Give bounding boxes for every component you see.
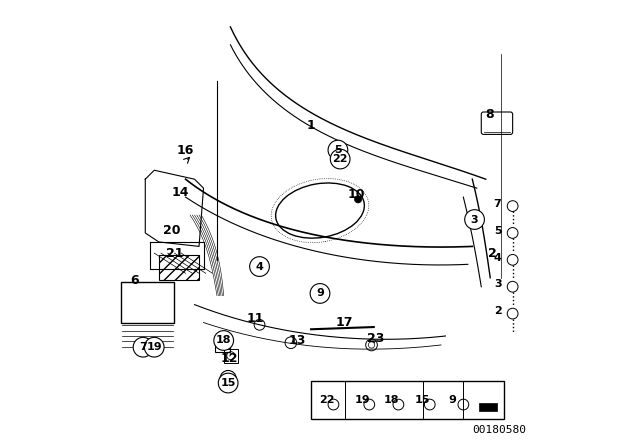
- Text: 22: 22: [319, 395, 334, 405]
- Text: 4: 4: [255, 262, 264, 271]
- Bar: [224, 349, 238, 363]
- Text: 18: 18: [216, 336, 232, 345]
- Text: 4: 4: [493, 253, 502, 263]
- Text: 23: 23: [367, 332, 385, 345]
- Text: 21: 21: [166, 246, 183, 260]
- Text: 13: 13: [289, 334, 307, 347]
- Text: 3: 3: [494, 280, 502, 289]
- Text: 20: 20: [163, 224, 181, 237]
- Text: 9: 9: [449, 395, 456, 405]
- Text: 9: 9: [316, 289, 324, 298]
- Text: 14: 14: [172, 186, 189, 199]
- Text: 8: 8: [485, 108, 493, 121]
- Circle shape: [250, 257, 269, 276]
- Bar: [159, 255, 199, 280]
- Bar: [215, 336, 230, 352]
- Text: 2: 2: [488, 246, 497, 260]
- Text: 7: 7: [493, 199, 502, 209]
- Text: 5: 5: [334, 145, 342, 155]
- Text: 16: 16: [177, 143, 195, 157]
- Bar: [311, 381, 504, 419]
- Text: 19: 19: [147, 342, 162, 352]
- Circle shape: [330, 149, 350, 169]
- Text: 10: 10: [347, 188, 365, 202]
- Text: 6: 6: [130, 273, 138, 287]
- Circle shape: [310, 284, 330, 303]
- Circle shape: [218, 373, 238, 393]
- Circle shape: [465, 210, 484, 229]
- Text: 18: 18: [383, 395, 399, 405]
- Circle shape: [355, 196, 362, 203]
- Text: 17: 17: [336, 316, 353, 329]
- Text: 2: 2: [493, 306, 502, 316]
- Text: 00180580: 00180580: [472, 425, 526, 435]
- Text: 1: 1: [307, 119, 316, 132]
- Circle shape: [133, 337, 153, 357]
- Text: 5: 5: [494, 226, 502, 236]
- Bar: [121, 282, 174, 323]
- Text: 15: 15: [415, 395, 430, 405]
- Bar: [479, 403, 497, 411]
- Circle shape: [145, 337, 164, 357]
- Circle shape: [214, 331, 234, 350]
- Circle shape: [328, 140, 348, 160]
- Text: 3: 3: [471, 215, 478, 224]
- Text: 7: 7: [139, 342, 147, 352]
- Text: 12: 12: [221, 352, 238, 365]
- Text: 15: 15: [220, 378, 236, 388]
- Text: 19: 19: [355, 395, 370, 405]
- Text: 22: 22: [332, 154, 348, 164]
- Text: 11: 11: [246, 311, 264, 325]
